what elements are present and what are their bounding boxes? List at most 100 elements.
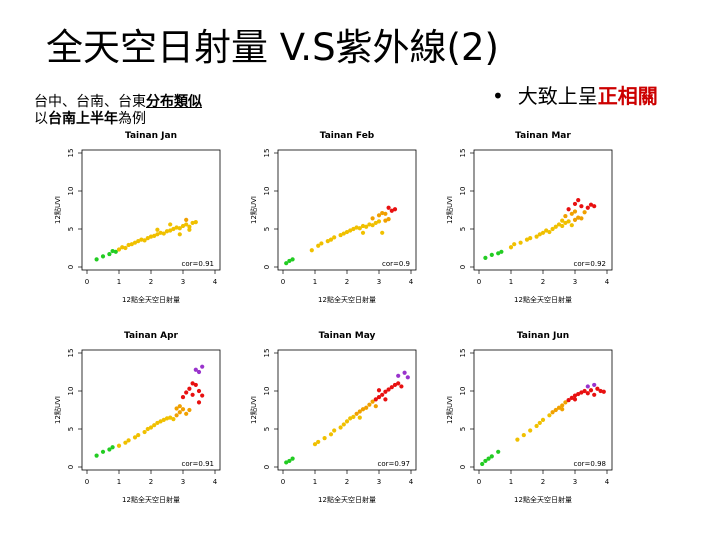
data-point — [357, 226, 362, 231]
data-point — [383, 218, 388, 223]
data-point — [512, 242, 517, 247]
x-tick-label: 4 — [409, 478, 414, 486]
plot-frame — [81, 149, 221, 271]
data-point — [360, 223, 366, 229]
data-point — [576, 215, 581, 220]
data-point — [483, 255, 488, 260]
data-point — [373, 220, 378, 226]
data-point — [560, 403, 565, 408]
data-point — [139, 237, 144, 242]
data-point — [190, 220, 195, 226]
data-point — [556, 222, 562, 227]
data-point — [569, 211, 574, 216]
x-tick-label: 0 — [281, 278, 285, 286]
correlation-annotation: cor=0.92 — [574, 260, 606, 268]
y-axis-label: 12點UVI — [53, 396, 62, 424]
y-tick-label: 10 — [263, 187, 271, 196]
data-point — [560, 223, 565, 229]
data-point — [164, 416, 170, 421]
data-point — [287, 458, 292, 464]
data-point — [196, 400, 202, 405]
data-point — [174, 225, 179, 230]
x-tick-label: 0 — [85, 278, 89, 286]
data-point — [332, 235, 337, 240]
y-tick-label: 5 — [67, 227, 75, 231]
x-tick-label: 3 — [181, 478, 185, 486]
slide-note: 台中、台南、台東分布類似 以台南上半年為例 — [34, 94, 202, 128]
chart-title: Tainan Apr — [124, 331, 179, 341]
data-point — [370, 223, 375, 228]
data-point — [190, 381, 195, 386]
x-tick-label: 4 — [409, 278, 414, 286]
x-tick-label: 1 — [313, 278, 317, 286]
data-point — [563, 213, 568, 219]
x-tick-label: 3 — [573, 478, 577, 486]
data-point — [116, 443, 122, 448]
data-point — [344, 419, 350, 424]
data-point — [351, 226, 356, 232]
data-point — [120, 245, 125, 250]
data-point — [187, 224, 192, 229]
x-tick-label: 3 — [181, 278, 185, 286]
data-point — [322, 436, 327, 441]
data-point — [386, 205, 391, 210]
data-point — [316, 439, 321, 445]
x-tick-label: 4 — [213, 278, 218, 286]
data-point — [290, 456, 295, 461]
chart-panel-5: Tainan May 0 1 2 3 4 0 5 10 15 12點全天空日射量 12點UVI cor=… — [249, 331, 417, 504]
data-point — [370, 216, 375, 221]
data-point — [392, 207, 398, 212]
data-point — [582, 388, 587, 394]
data-point — [148, 234, 154, 239]
data-point — [341, 422, 346, 427]
data-point — [376, 213, 382, 218]
plot-frame — [277, 349, 417, 471]
x-axis-label: 12點全天空日射量 — [514, 495, 572, 504]
data-point — [136, 239, 141, 244]
data-point — [598, 388, 603, 394]
data-point — [164, 229, 170, 234]
data-point — [193, 367, 198, 372]
data-point — [287, 258, 292, 264]
data-point — [184, 222, 189, 227]
data-point — [582, 210, 587, 215]
data-point — [380, 230, 385, 235]
x-axis-label: 12點全天空日射量 — [318, 495, 376, 504]
data-point — [370, 399, 375, 404]
data-point — [560, 218, 565, 223]
data-point — [550, 226, 555, 232]
data-point — [132, 435, 138, 440]
data-point — [595, 386, 600, 391]
data-point — [592, 204, 597, 209]
data-point — [152, 233, 157, 238]
data-point — [515, 437, 520, 442]
y-tick-label: 5 — [459, 227, 467, 231]
data-point — [396, 381, 401, 386]
data-point — [177, 404, 182, 409]
data-point — [540, 230, 546, 235]
data-point — [499, 249, 504, 254]
data-point — [540, 417, 546, 422]
data-point — [177, 410, 182, 415]
data-point — [161, 231, 166, 236]
data-point — [496, 251, 501, 256]
chart-title: Tainan Feb — [320, 131, 375, 141]
x-tick-label: 3 — [573, 278, 577, 286]
data-point — [357, 409, 362, 414]
data-point — [528, 428, 533, 433]
correlation-annotation: cor=0.91 — [182, 260, 214, 268]
chart-panel-1: Tainan Jan 0 1 2 3 4 0 5 10 15 12點全天空日射量 12點UVI cor=… — [53, 131, 221, 304]
chart-title: Tainan Jun — [517, 331, 569, 341]
x-axis-label: 12點全天空日射量 — [122, 495, 180, 504]
bullet-text: 大致上呈 — [517, 84, 598, 108]
data-point — [129, 242, 134, 247]
x-tick-label: 2 — [149, 278, 153, 286]
data-point — [344, 229, 350, 235]
data-point — [534, 423, 539, 429]
data-point — [136, 432, 141, 438]
x-axis-label: 12點全天空日射量 — [514, 295, 572, 304]
y-tick-label: 0 — [263, 465, 271, 469]
data-point — [579, 216, 584, 221]
y-tick-label: 10 — [459, 187, 467, 196]
